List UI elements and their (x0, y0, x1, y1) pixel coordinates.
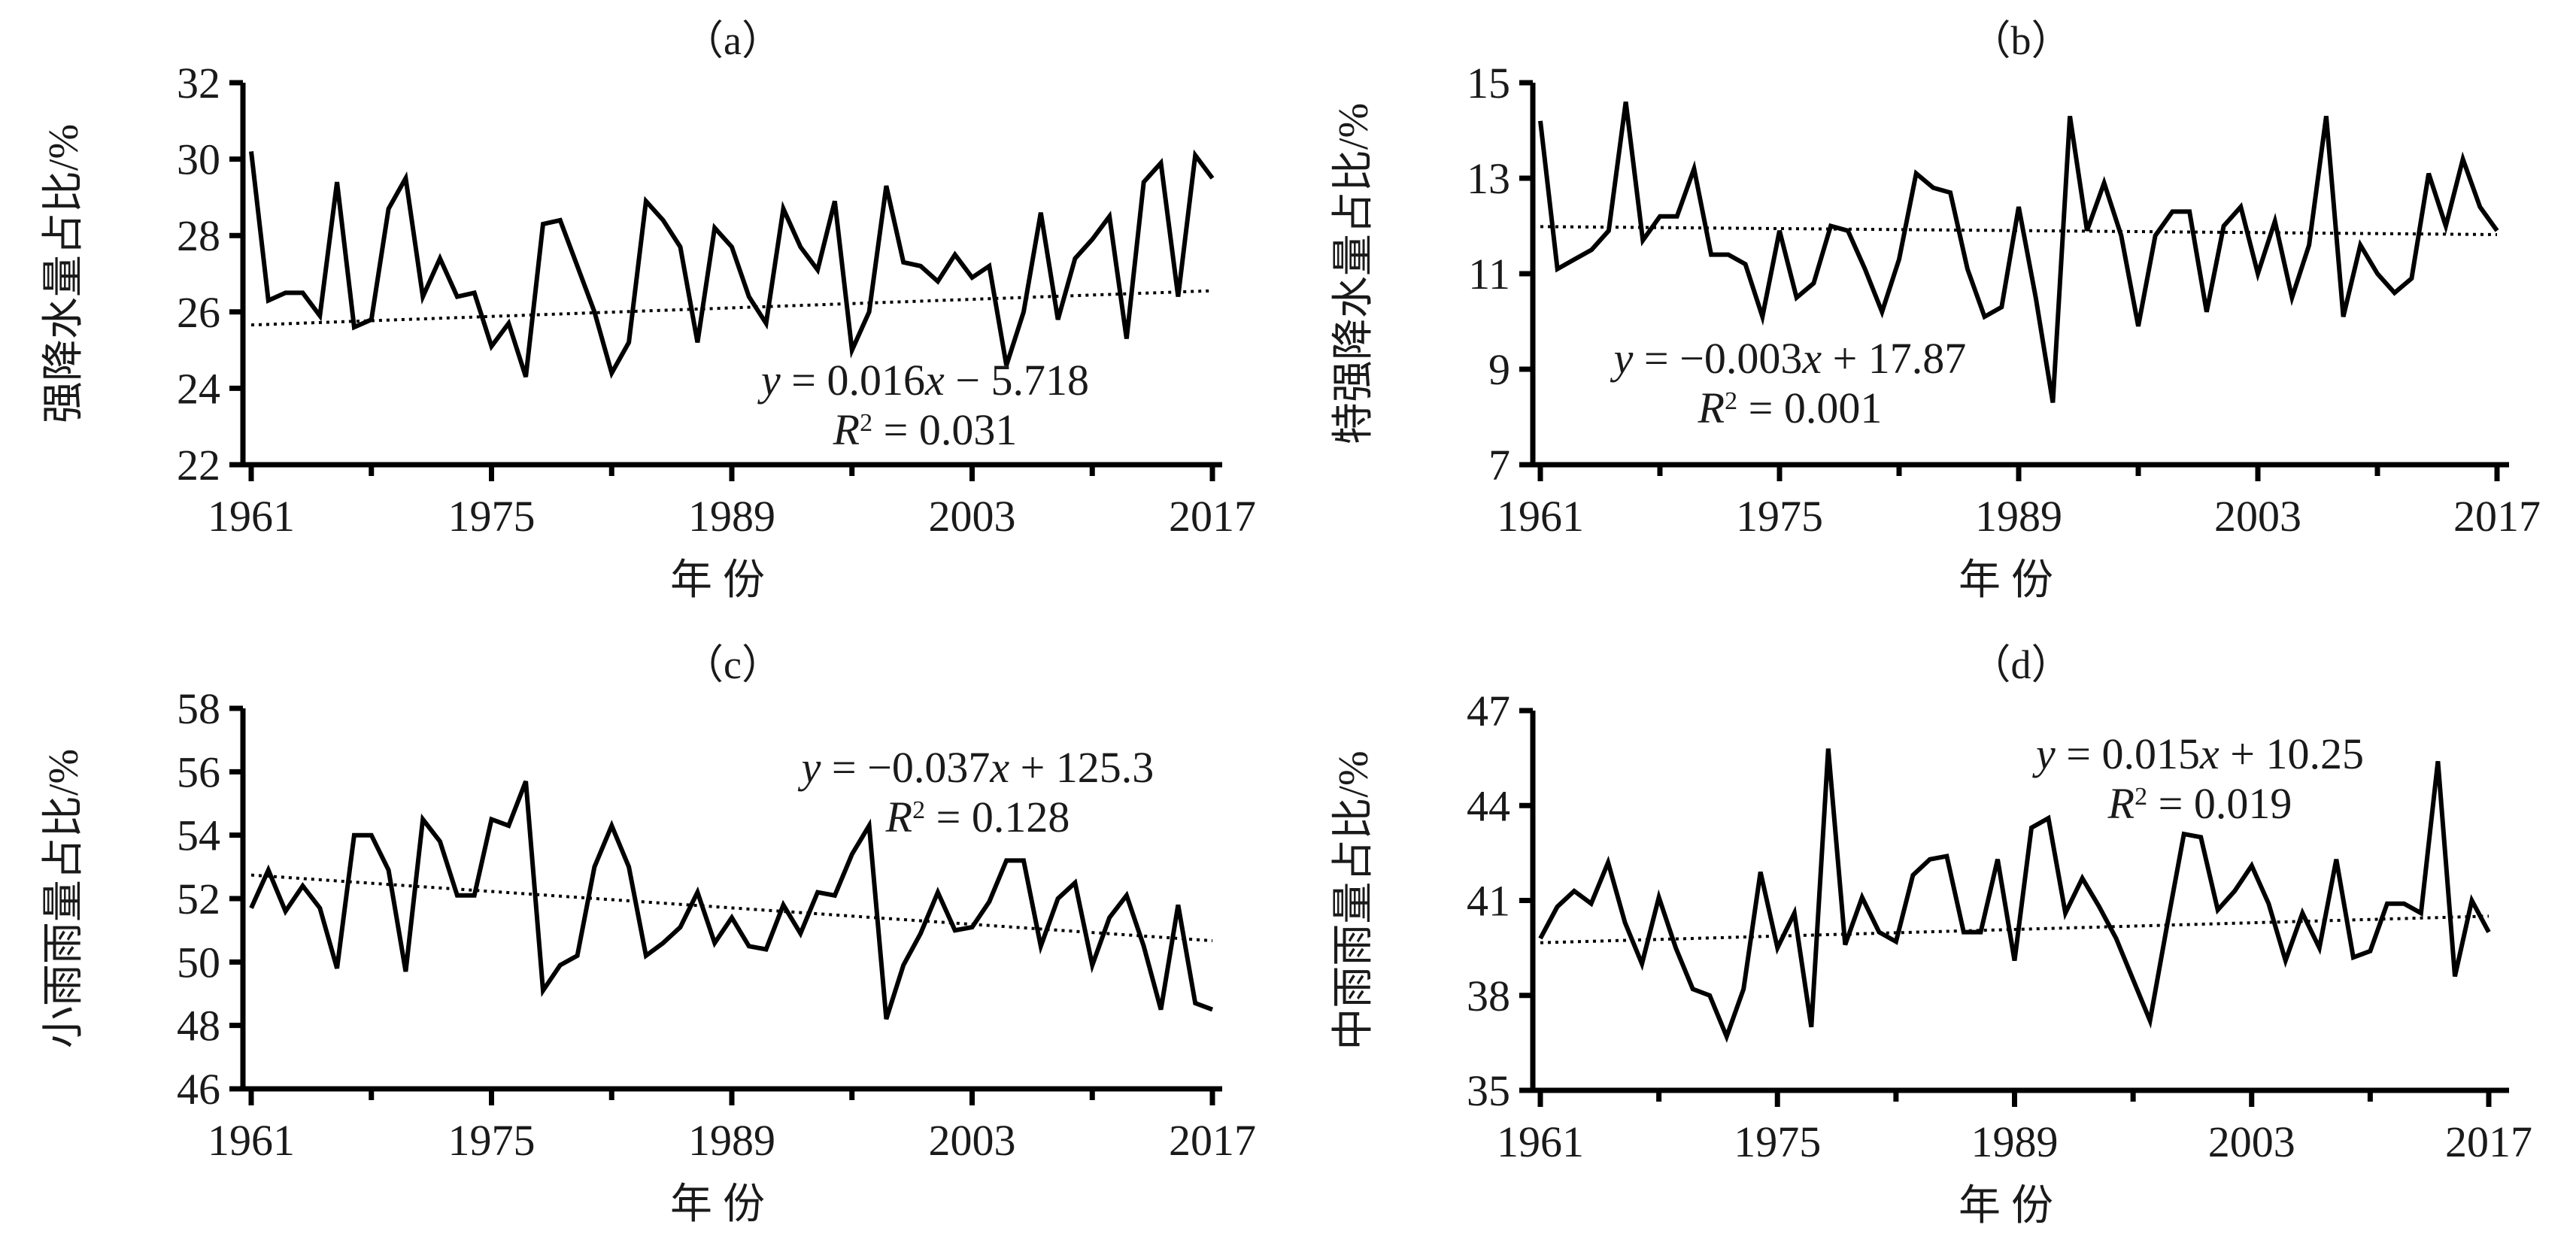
series-line (1538, 102, 2499, 403)
x-tick-label: 1975 (448, 1116, 536, 1165)
y-tick-label: 41 (1467, 877, 1510, 926)
y-tick-label: 52 (177, 875, 220, 923)
x-tick-label: 1961 (208, 492, 295, 541)
x-tick-label: 2003 (2208, 1117, 2295, 1166)
y-tick-label: 7 (1488, 441, 1510, 490)
panel-label: （d） (1971, 642, 2072, 687)
y-tick-label: 24 (177, 364, 220, 413)
series-line (249, 149, 1215, 379)
r-squared: R2 = 0.031 (833, 405, 1018, 454)
x-tick-label: 2017 (2445, 1117, 2532, 1166)
x-axis-title: 年 份 (1959, 557, 2053, 604)
regression-equation: y = 0.015x + 10.25 (2032, 729, 2364, 778)
y-tick-label: 44 (1467, 781, 1510, 830)
x-tick-label: 1975 (448, 492, 536, 541)
y-tick-label: 48 (177, 1002, 220, 1050)
x-tick-label: 2003 (929, 492, 1016, 541)
x-tick-label: 2017 (2453, 492, 2541, 541)
y-axis-title: 中雨雨量占比/% (1330, 750, 1377, 1050)
regression-equation: y = 0.016x − 5.718 (757, 356, 1089, 405)
y-tick-label: 26 (177, 288, 220, 337)
series-line (249, 780, 1214, 1020)
r-squared: R2 = 0.001 (1698, 384, 1883, 432)
panel-b: （b） 7 9 11 13 15 1961 1975 1989 2003 2017 年 份 特强降水量占… (1330, 18, 2541, 604)
y-tick-label: 56 (177, 747, 220, 796)
regression-equation: y = −0.037x + 125.3 (798, 743, 1154, 792)
y-tick-label: 30 (177, 135, 220, 184)
series-line (1538, 748, 2491, 1043)
y-axis-title: 特强降水量占比/% (1330, 103, 1377, 444)
x-tick-label: 1975 (1734, 1117, 1821, 1166)
trendline (250, 289, 1213, 327)
r-squared: R2 = 0.019 (2107, 779, 2292, 828)
panel-d: （d） 35 38 41 44 47 1961 1975 1989 2003 2017 年 份 中雨雨量… (1330, 642, 2532, 1229)
x-tick-label: 1961 (1497, 492, 1584, 541)
x-axis-title: 年 份 (1959, 1183, 2053, 1229)
r-squared: R2 = 0.128 (885, 793, 1070, 841)
y-tick-label: 22 (177, 441, 220, 490)
y-tick-label: 11 (1468, 250, 1510, 299)
x-tick-label: 2017 (1169, 1116, 1256, 1165)
y-axis-title: 强降水量占比/% (41, 124, 87, 423)
y-tick-label: 50 (177, 938, 220, 987)
panel-label: （c） (683, 642, 782, 687)
x-tick-label: 2017 (1169, 492, 1256, 541)
y-tick-label: 9 (1488, 345, 1510, 394)
trendline (250, 873, 1213, 943)
y-tick-label: 47 (1467, 687, 1510, 735)
panel-c: （c） 46 48 50 52 54 56 58 1961 1975 1989 2003 2017 年 份… (41, 642, 1256, 1228)
y-tick-label: 32 (177, 59, 220, 108)
x-tick-label: 1961 (208, 1116, 295, 1165)
x-tick-label: 1961 (1497, 1117, 1584, 1166)
y-tick-label: 35 (1467, 1066, 1510, 1115)
y-tick-label: 38 (1467, 972, 1510, 1020)
panel-label: （a） (683, 18, 782, 63)
regression-equation: y = −0.003x + 17.87 (1610, 334, 1967, 383)
y-tick-label: 54 (177, 811, 220, 860)
y-tick-label: 28 (177, 211, 220, 260)
x-tick-label: 2003 (2214, 492, 2301, 541)
y-tick-label: 15 (1467, 59, 1510, 108)
x-tick-label: 2003 (929, 1116, 1016, 1165)
panel-a: （a） 22 24 26 28 30 32 1961 1975 1989 2003 2017 年 份 强降… (41, 18, 1256, 604)
panel-label: （b） (1971, 18, 2072, 63)
x-tick-label: 1989 (1971, 1117, 2059, 1166)
x-tick-label: 1989 (1975, 492, 2062, 541)
x-axis-title: 年 份 (670, 1181, 765, 1228)
y-tick-label: 58 (177, 684, 220, 733)
x-tick-label: 1989 (688, 1116, 775, 1165)
y-axis-title: 小雨雨量占比/% (41, 749, 87, 1048)
data-points (1538, 747, 2491, 1039)
x-axis-title: 年 份 (670, 557, 765, 604)
trendline (1540, 914, 2490, 944)
y-tick-label: 46 (177, 1065, 220, 1114)
data-points (249, 149, 1215, 379)
x-tick-label: 1975 (1736, 492, 1823, 541)
x-tick-label: 1989 (688, 492, 775, 541)
trendline (1540, 225, 2498, 236)
y-tick-label: 13 (1467, 154, 1510, 203)
